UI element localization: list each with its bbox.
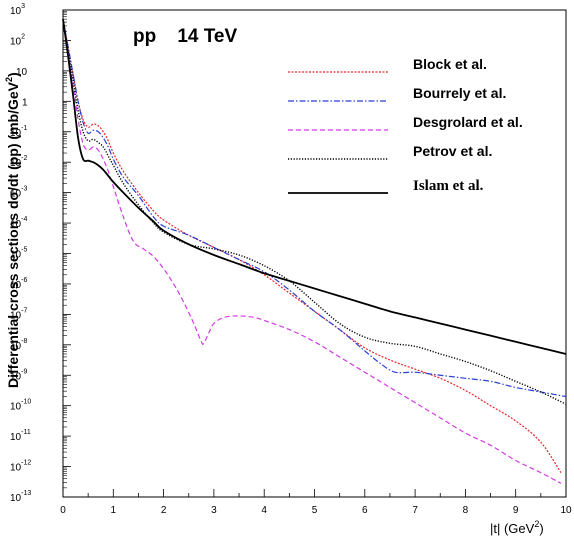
y-tick-label: 10	[16, 67, 28, 78]
series-line-bourrely-et-al	[62, 19, 567, 398]
x-tick-label: 5	[312, 505, 318, 516]
x-tick-label: 4	[261, 505, 267, 516]
x-tick-label: 10	[560, 505, 572, 516]
y-tick-label: 102	[10, 33, 25, 47]
y-tick-label: 10-8	[10, 338, 27, 352]
y-tick-label: 10-13	[10, 490, 31, 504]
legend-label-block-et-al: Block et al.	[413, 56, 487, 72]
y-axis-label: Differential cross sections dσ/dt (pp) (…	[4, 72, 21, 388]
legend-label-petrov-et-al: Petrov et al.	[413, 143, 492, 159]
y-tick-label: 10-11	[10, 429, 31, 443]
x-axis-label: |t| (GeV2)	[490, 519, 544, 536]
series-line-desgrolard-et-al	[62, 19, 562, 484]
y-tick-label: 10-5	[10, 247, 27, 261]
x-tick-label: 3	[211, 505, 217, 516]
series-curves	[62, 19, 567, 484]
chart-title: pp 14 TeV	[133, 26, 238, 47]
y-tick-label: 10-6	[10, 277, 27, 291]
legend-label-desgrolard-et-al: Desgrolard et al.	[413, 114, 523, 130]
x-tick-label: 0	[60, 505, 66, 516]
y-tick-label: 10-4	[10, 216, 27, 230]
legend-label-bourrely-et-al: Bourrely et al.	[413, 85, 506, 101]
y-tick-label: 10-9	[10, 368, 27, 382]
y-tick-labels: 10310210110-110-210-310-410-510-610-710-…	[10, 3, 31, 504]
series-line-islam-et-al	[62, 19, 567, 355]
x-tick-label: 6	[362, 505, 368, 516]
y-tick-label: 103	[10, 3, 25, 17]
x-tick-label: 9	[513, 505, 519, 516]
y-tick-label: 10-10	[10, 399, 31, 413]
x-tick-labels: 0 1 2 3 4 5 6 7 8 9 10	[60, 505, 572, 516]
legend-label-islam-et-al: Islam et al.	[413, 178, 484, 194]
x-tick-label: 8	[463, 505, 469, 516]
plot-frame	[62, 9, 567, 498]
y-tick-label: 1	[22, 97, 28, 108]
x-tick-label: 1	[111, 505, 117, 516]
series-line-petrov-et-al	[62, 19, 567, 405]
x-tick-label: 2	[161, 505, 167, 516]
y-tick-label: 10-3	[10, 186, 27, 200]
legend: Block et al. Bourrely et al. Desgrolard et…	[288, 56, 523, 194]
y-tick-label: 10-7	[10, 307, 27, 321]
y-tick-label: 10-12	[10, 460, 31, 474]
x-tick-label: 7	[412, 505, 418, 516]
y-tick-label: 10-2	[10, 155, 27, 169]
axis-ticks	[62, 9, 567, 498]
y-tick-label: 10-1	[10, 125, 27, 139]
